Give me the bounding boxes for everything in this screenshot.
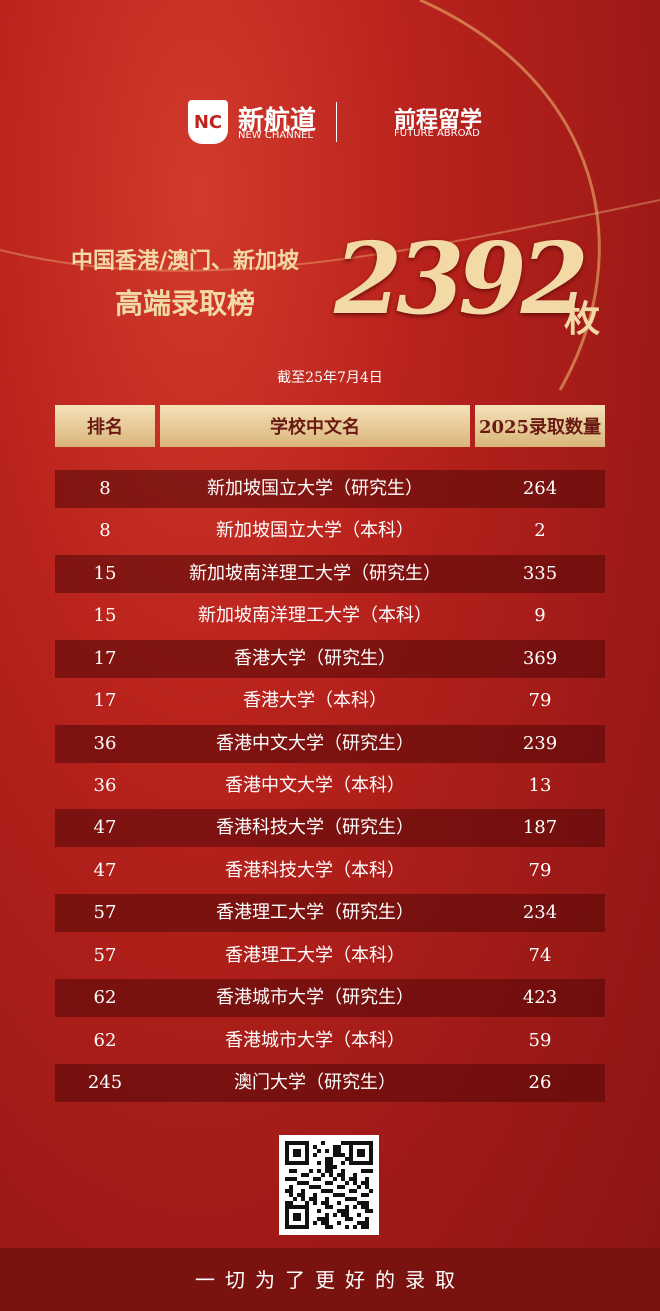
title-line: 中国香港/澳门、新加坡 — [70, 248, 300, 274]
table-row: 8 新加坡国立大学（本科） 2 — [55, 512, 605, 550]
admission-count: 79 — [528, 859, 552, 881]
table-row: 47 香港科技大学（本科） 79 — [55, 852, 605, 890]
brand-name-en: NEW CHANNEL — [238, 130, 314, 141]
admission-count: 234 — [522, 902, 558, 924]
table-row: 57 香港理工大学（本科） 74 — [55, 937, 605, 975]
admission-count: 79 — [528, 690, 552, 712]
divider — [336, 102, 337, 142]
rank: 62 — [93, 1029, 117, 1051]
school-name: 香港理工大学（本科） — [225, 944, 405, 966]
table-row: 15 新加坡南洋理工大学（研究生） 335 — [55, 554, 605, 593]
table-row: 36 香港中文大学（本科） 13 — [55, 767, 605, 805]
rank: 47 — [93, 859, 117, 881]
table-row: 245 澳门大学（研究生） 26 — [55, 1064, 605, 1103]
school-name: 香港城市大学（本科） — [225, 1029, 405, 1051]
rank: 57 — [93, 902, 117, 924]
rank: 15 — [93, 562, 117, 584]
admission-count: 239 — [522, 732, 558, 754]
admission-count: 264 — [522, 478, 558, 499]
logo-mark: NC — [188, 100, 228, 144]
table-row: 36 香港中文大学（研究生） 239 — [55, 724, 605, 763]
column-header: 2025录取数量 — [475, 405, 605, 447]
rank: 57 — [93, 944, 117, 966]
column-header: 学校中文名 — [160, 405, 470, 447]
school-name: 新加坡国立大学（本科） — [216, 520, 414, 542]
school-name: 香港大学（本科） — [243, 690, 387, 712]
table-row: 15 新加坡南洋理工大学（本科） 9 — [55, 597, 605, 635]
admission-count: 74 — [528, 944, 552, 966]
brand-name: 前程留学 — [394, 108, 483, 133]
rank: 17 — [93, 647, 117, 669]
school-name: 香港大学（研究生） — [234, 647, 396, 669]
table-row: 57 香港理工大学（研究生） 234 — [55, 894, 605, 933]
footer-slogan: 一切为了更好的录取 — [195, 1268, 465, 1292]
admission-count: 26 — [528, 1072, 552, 1094]
school-name: 香港城市大学（研究生） — [216, 987, 414, 1009]
admission-count: 9 — [534, 605, 546, 627]
rank: 36 — [93, 732, 117, 754]
school-name: 香港中文大学（研究生） — [216, 732, 414, 754]
table-row: 62 香港城市大学（研究生） 423 — [55, 979, 605, 1018]
table-row: 17 香港大学（研究生） 369 — [55, 639, 605, 678]
admission-count: 423 — [522, 987, 558, 1009]
brand-name: 新航道 — [238, 106, 317, 136]
rank: 62 — [93, 987, 117, 1009]
school-name: 香港理工大学（研究生） — [216, 902, 414, 924]
qr-code — [279, 1135, 379, 1235]
date-note: 截至25年7月4日 — [277, 370, 383, 386]
column-header: 排名 — [55, 405, 155, 447]
school-name: 新加坡南洋理工大学（研究生） — [189, 562, 441, 584]
school-name: 新加坡国立大学（研究生） — [207, 478, 423, 499]
school-name: 香港科技大学（研究生） — [216, 817, 414, 839]
total-number: 2392 — [334, 222, 589, 337]
table-row: 62 香港城市大学（本科） 59 — [55, 1022, 605, 1060]
rank: 245 — [87, 1072, 123, 1094]
rank: 8 — [99, 520, 111, 542]
school-name: 香港科技大学（本科） — [225, 859, 405, 881]
admission-count: 369 — [522, 647, 558, 669]
rank: 15 — [93, 605, 117, 627]
school-name: 新加坡南洋理工大学（本科） — [198, 605, 432, 627]
footer-bar — [0, 1248, 660, 1311]
brand-name-en: FUTURE ABROAD — [394, 128, 480, 139]
table-row: 8 新加坡国立大学（研究生） 264 — [55, 470, 605, 508]
rank: 17 — [93, 690, 117, 712]
admission-count: 13 — [528, 775, 552, 796]
total-unit: 枚 — [564, 298, 601, 340]
rank: 47 — [93, 817, 117, 839]
rank: 36 — [93, 775, 117, 796]
school-name: 澳门大学（研究生） — [234, 1072, 396, 1094]
admission-count: 187 — [522, 817, 558, 839]
table-row: 17 香港大学（本科） 79 — [55, 682, 605, 720]
table-row: 47 香港科技大学（研究生） 187 — [55, 809, 605, 848]
title-line: 高端录取榜 — [114, 287, 255, 320]
rank: 8 — [99, 478, 111, 499]
admission-count: 59 — [528, 1029, 552, 1051]
school-name: 香港中文大学（本科） — [225, 775, 405, 796]
admission-count: 335 — [522, 562, 558, 584]
admission-count: 2 — [534, 520, 546, 542]
background-swoosh — [0, 0, 660, 391]
